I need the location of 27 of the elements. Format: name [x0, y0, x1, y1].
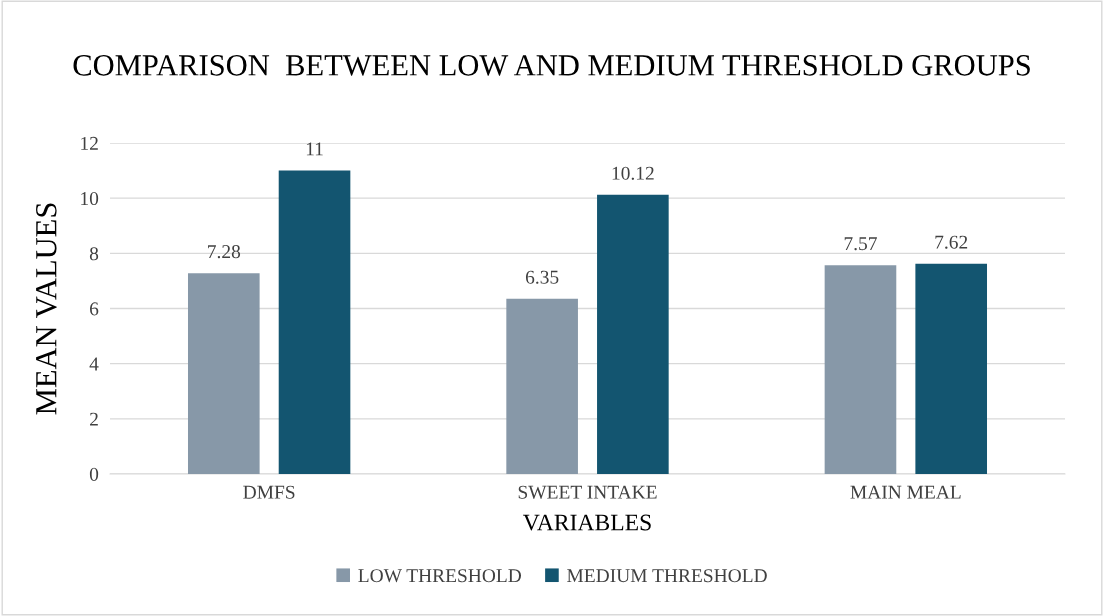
bar [187, 273, 260, 474]
bar [824, 265, 897, 474]
bar [915, 263, 988, 474]
x-tick-label: SWEET INTAKE [518, 485, 657, 499]
data-label: 10.12 [612, 166, 654, 180]
data-label: 7.57 [844, 237, 877, 251]
y-tick-label: 10 [81, 191, 99, 206]
bar [597, 194, 669, 474]
y-tick-label: 0 [89, 467, 99, 481]
x-tick-label: DMFS [243, 485, 295, 499]
legend-label: LOW THRESHOLD [358, 569, 522, 583]
y-tick-label: 2 [90, 412, 98, 426]
y-tick-label: 6 [90, 302, 99, 316]
data-label: 11 [306, 142, 323, 156]
bar [278, 170, 351, 474]
chart-title: COMPARISON BETWEEN LOW AND MEDIUM THRESHOLD GROUPS [73, 55, 1030, 76]
bar [506, 298, 578, 474]
y-tick-label: 12 [81, 136, 98, 150]
y-tick-label: 4 [89, 357, 99, 371]
y-tick-label: 8 [89, 247, 99, 261]
data-label: 7.62 [935, 235, 968, 249]
data-label: 6.35 [525, 270, 559, 284]
x-axis-title: VARIABLES [523, 514, 651, 531]
data-label: 7.28 [208, 245, 241, 259]
y-axis-title: MEAN VALUES [36, 203, 57, 415]
legend-label: MEDIUM THRESHOLD [567, 569, 767, 583]
x-tick-label: MAIN MEAL [850, 485, 961, 499]
